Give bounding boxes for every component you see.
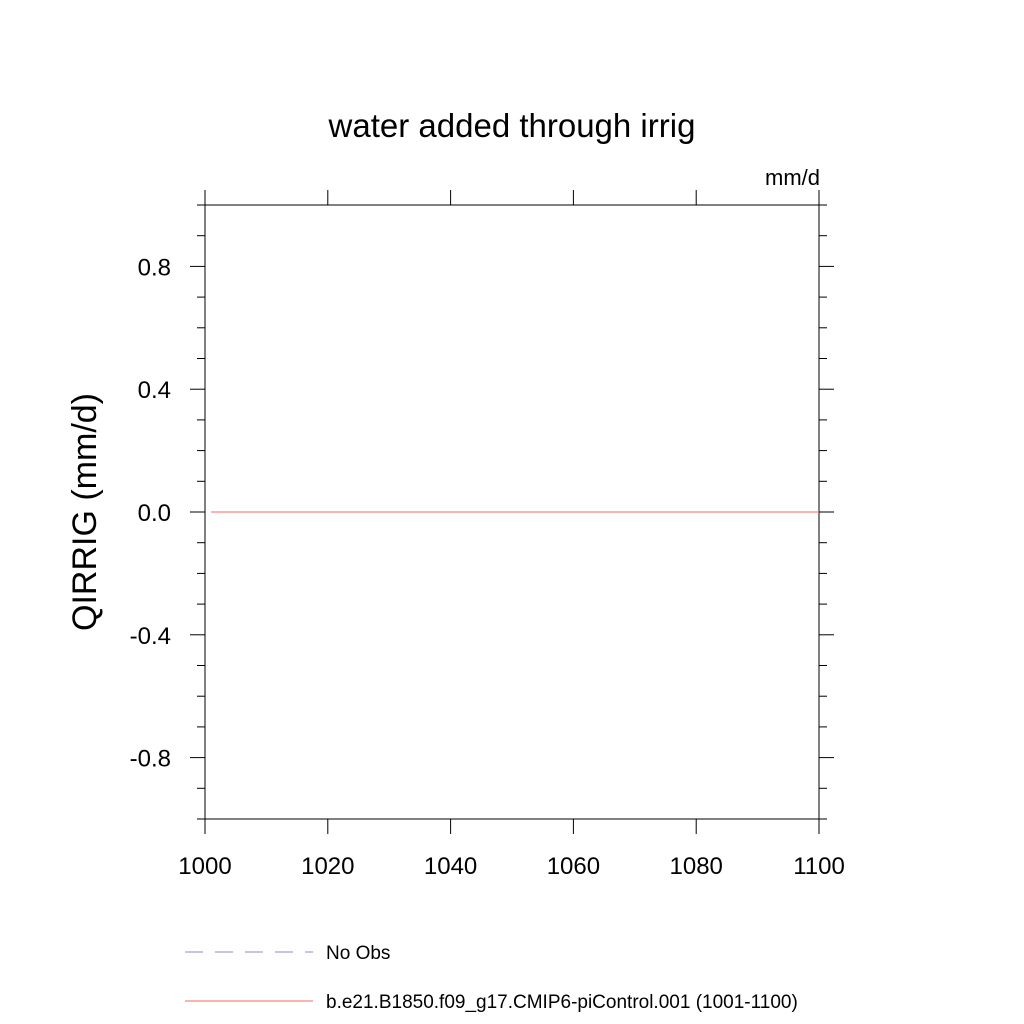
y-tick-label: 0.8 (138, 254, 171, 281)
legend: No Obs b.e21.B1850.f09_g17.CMIP6-piContro… (185, 943, 798, 1013)
y-tick-label: -0.8 (130, 746, 171, 773)
y-tick-label: 0.4 (138, 377, 171, 404)
units-label: mm/d (765, 165, 820, 190)
y-tick-label: 0.0 (138, 500, 171, 527)
y-axis-label: QIRRIG (mm/d) (66, 393, 104, 631)
chart-title: water added through irrig (328, 107, 696, 144)
x-tick-label: 1040 (424, 853, 477, 880)
legend-label: No Obs (326, 943, 390, 964)
x-tick-label: 1100 (793, 853, 845, 880)
x-tick-label: 1060 (547, 853, 600, 880)
legend-label: b.e21.B1850.f09_g17.CMIP6-piControl.001 … (326, 992, 798, 1013)
x-tick-label: 1080 (670, 853, 723, 880)
x-tick-label: 1020 (301, 853, 354, 880)
axis-ticks: 1000 1020 1040 1060 1080 1100 -0.8 -0.4 0.0 0.4 0.… (130, 190, 845, 880)
y-tick-label: -0.4 (130, 623, 171, 650)
x-tick-label: 1000 (178, 853, 231, 880)
